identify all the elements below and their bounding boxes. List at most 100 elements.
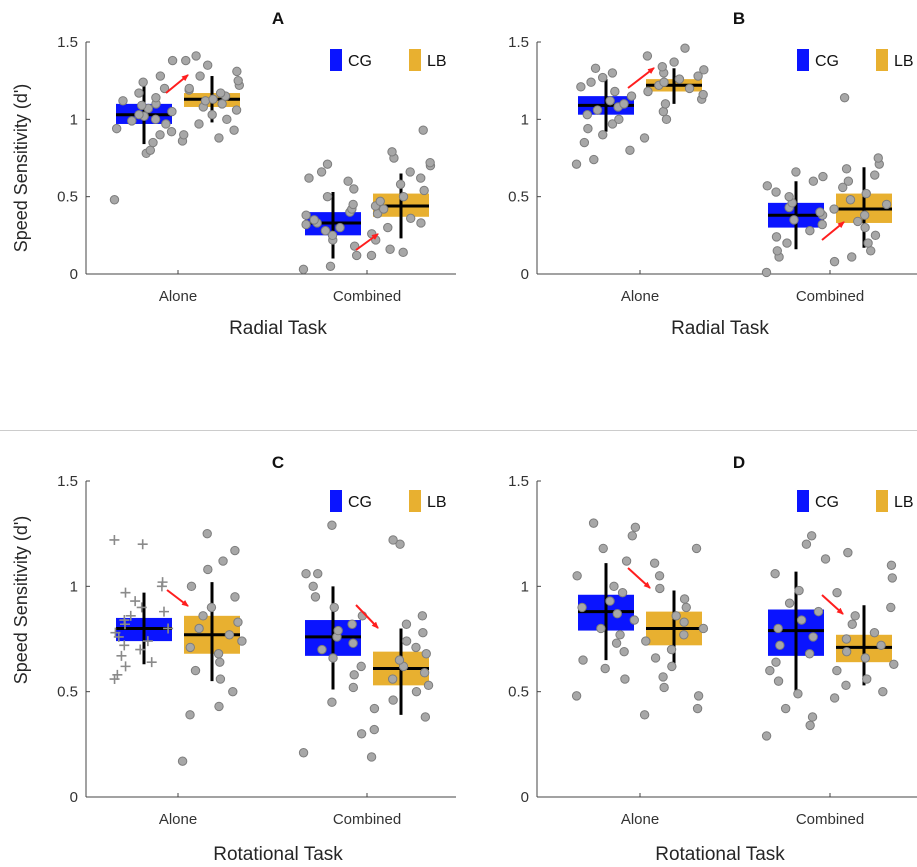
data-point	[605, 96, 615, 106]
data-point	[142, 636, 153, 647]
box-lb-alone	[639, 543, 709, 720]
data-point	[161, 119, 171, 129]
data-point	[818, 171, 828, 182]
legend-swatch-lb	[409, 49, 421, 71]
change-arrow	[355, 604, 379, 629]
data-point	[423, 680, 434, 691]
data-point	[151, 92, 161, 103]
data-point	[845, 195, 856, 205]
data-point	[771, 232, 782, 242]
data-point	[805, 225, 815, 236]
data-point	[167, 55, 178, 66]
data-point	[120, 661, 131, 672]
data-point	[369, 724, 379, 735]
data-point	[320, 225, 331, 236]
x-tick-label: Combined	[796, 288, 864, 305]
data-point	[163, 623, 174, 634]
legend: CG LB	[797, 490, 914, 512]
data-point	[217, 99, 227, 109]
data-point	[230, 592, 240, 602]
data-point	[658, 106, 669, 117]
data-point	[861, 188, 871, 199]
data-point	[693, 691, 704, 701]
data-point	[860, 222, 870, 233]
data-point	[213, 649, 224, 659]
data-point	[667, 661, 677, 672]
data-point	[134, 109, 144, 120]
data-point	[658, 672, 668, 682]
data-point	[659, 77, 669, 87]
data-point	[194, 119, 204, 129]
x-tick-label: Combined	[796, 811, 864, 828]
change-arrow	[627, 567, 651, 589]
data-point	[125, 610, 136, 621]
data-point	[782, 238, 792, 248]
data-point	[198, 611, 208, 621]
data-point	[805, 720, 815, 731]
data-point	[582, 109, 592, 120]
data-point	[784, 598, 795, 608]
legend-label-cg: CG	[348, 494, 372, 511]
data-point	[383, 222, 393, 233]
y-tick-label: 1	[70, 578, 78, 595]
y-tick-label: 0	[70, 789, 78, 806]
data-point	[681, 602, 691, 613]
data-point	[650, 653, 661, 663]
data-point	[600, 663, 610, 674]
data-point	[627, 531, 638, 541]
data-point	[698, 623, 709, 634]
data-point	[887, 573, 897, 583]
data-point	[605, 596, 615, 606]
data-point	[815, 207, 825, 217]
data-point	[761, 731, 772, 741]
box-lb-combined	[829, 547, 899, 703]
data-point	[772, 246, 782, 256]
data-point	[829, 693, 840, 703]
data-point	[586, 77, 596, 87]
data-point	[215, 674, 226, 684]
data-point	[309, 215, 319, 225]
data-point	[807, 712, 818, 722]
data-point	[859, 210, 870, 220]
data-point	[684, 83, 695, 94]
data-point	[666, 644, 677, 655]
data-point	[349, 184, 359, 194]
data-point	[356, 729, 367, 739]
data-point	[134, 88, 144, 98]
box-cg-alone	[571, 518, 641, 701]
data-point	[642, 51, 653, 61]
panel-b-xlabel: Radial Task	[671, 318, 769, 339]
data-point	[136, 100, 147, 111]
data-point	[202, 528, 212, 539]
data-point	[583, 123, 593, 134]
legend-swatch-cg	[797, 49, 809, 71]
data-point	[298, 748, 309, 758]
data-point	[619, 99, 629, 109]
data-point	[167, 106, 177, 117]
y-tick-label: 1	[70, 111, 78, 128]
data-point	[304, 173, 314, 183]
box-cg-combined	[761, 167, 828, 278]
data-point	[232, 66, 242, 77]
data-point	[589, 154, 599, 165]
data-point	[159, 83, 170, 94]
data-point	[308, 581, 318, 592]
data-point	[401, 636, 412, 646]
data-point	[784, 191, 794, 202]
legend-label-cg: CG	[348, 53, 372, 70]
data-point	[862, 674, 872, 684]
data-point	[680, 43, 690, 53]
data-point	[841, 680, 851, 691]
data-point	[576, 82, 586, 92]
x-tick-label: Combined	[333, 288, 401, 305]
panel-b-title: B	[733, 9, 745, 28]
data-point	[398, 191, 409, 202]
data-point	[348, 199, 358, 210]
data-point	[166, 127, 177, 137]
data-point	[418, 627, 428, 638]
data-point	[347, 619, 357, 629]
legend-swatch-lb	[876, 49, 888, 71]
data-point	[639, 710, 650, 720]
panel-d: 0 0.5 1 1.5 Alone Combined CG LB	[508, 473, 917, 828]
